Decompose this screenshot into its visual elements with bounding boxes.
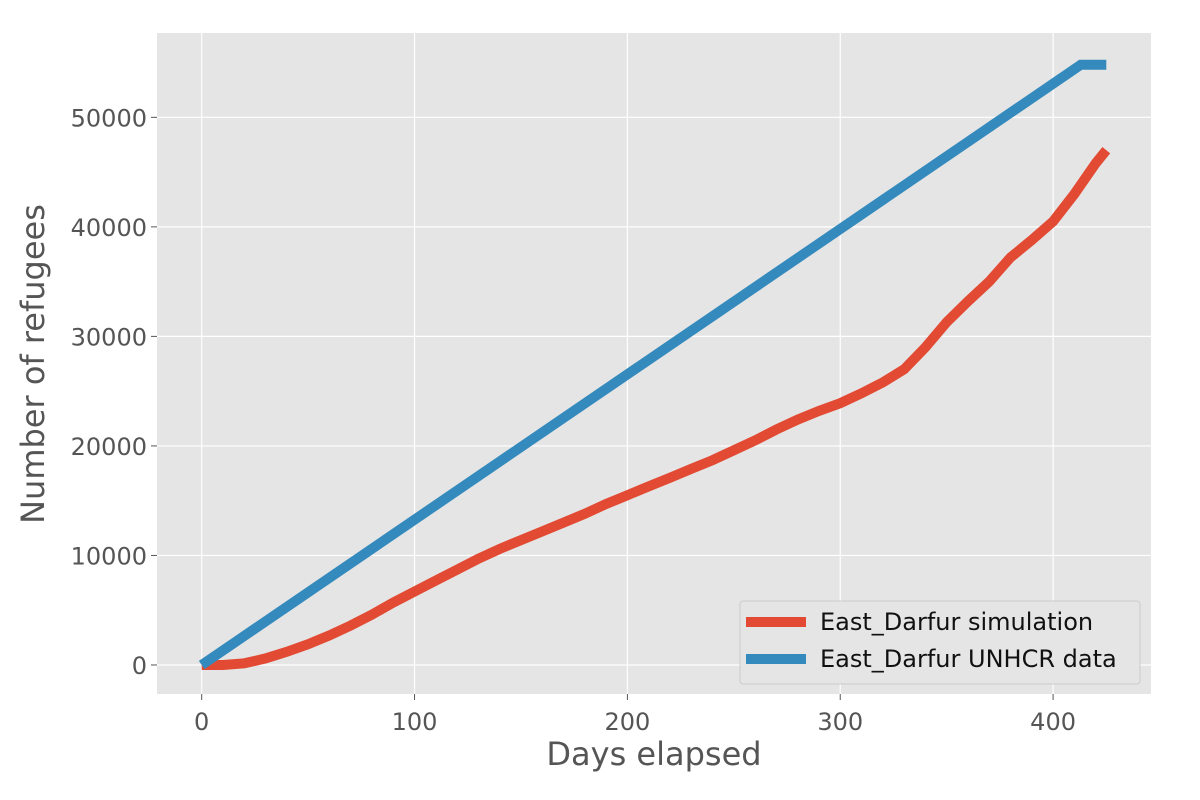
y-tick-label: 40000 [71, 214, 147, 242]
legend-label-simulation: East_Darfur simulation [820, 608, 1093, 636]
x-tick-label: 0 [194, 708, 209, 736]
y-tick-label: 0 [132, 652, 147, 680]
legend-box [739, 600, 1141, 685]
series-line-simulation [201, 147, 1111, 670]
y-tick-label: 20000 [71, 433, 147, 461]
x-tick-label: 200 [604, 708, 650, 736]
series-line-unhcr-data [198, 59, 1107, 670]
series-lines [198, 59, 1111, 670]
x-tick-label: 300 [817, 708, 863, 736]
y-axis-label: Number of refugees [14, 204, 52, 524]
x-axis-label: Days elapsed [546, 735, 761, 773]
tick-labels: 0 100 200 300 400 0 10000 20000 30000 40000 50000 [71, 104, 1076, 736]
y-tick-label: 50000 [71, 104, 147, 132]
y-tick-label: 30000 [71, 323, 147, 351]
y-tick-label: 10000 [71, 542, 147, 570]
grid-lines [157, 33, 1151, 694]
x-tick-label: 100 [392, 708, 438, 736]
x-tick-label: 400 [1030, 708, 1076, 736]
legend: East_Darfur simulation East_Darfur UNHCR… [739, 600, 1141, 685]
legend-label-unhcr-data: East_Darfur UNHCR data [820, 645, 1117, 673]
